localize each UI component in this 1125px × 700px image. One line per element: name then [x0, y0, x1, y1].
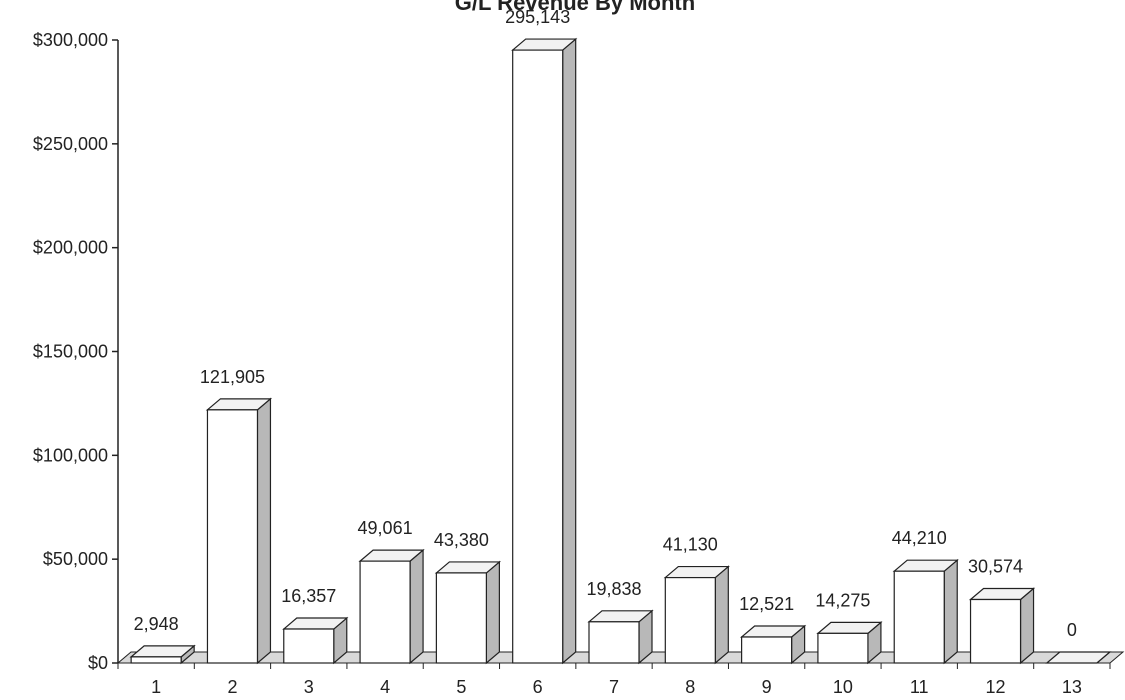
bar-side	[1019, 587, 1035, 665]
bar	[205, 397, 273, 665]
y-tick-label: $150,000	[33, 342, 108, 362]
x-tick-label: 10	[833, 677, 853, 697]
x-tick-label: 12	[986, 677, 1006, 697]
data-label: 16,357	[281, 586, 336, 606]
bar	[511, 37, 578, 665]
bar	[816, 621, 883, 665]
bar	[358, 548, 425, 665]
bar	[129, 644, 196, 665]
bar-front	[435, 572, 487, 664]
x-tick-label: 11	[910, 677, 929, 697]
bar-front	[588, 621, 640, 664]
x-tick-label: 13	[1062, 677, 1082, 697]
bar-front	[359, 560, 411, 664]
bar-front	[130, 656, 182, 664]
bar-side	[409, 548, 424, 665]
bar-front	[817, 632, 869, 664]
bar-top	[1045, 651, 1112, 664]
bar	[434, 560, 502, 665]
data-label: 14,275	[815, 590, 870, 610]
x-tick-label: 2	[227, 677, 237, 697]
x-tick-label: 5	[456, 677, 466, 697]
bar-front	[893, 570, 945, 664]
bar	[968, 587, 1036, 665]
bar-front	[512, 49, 564, 664]
data-label: 41,130	[663, 535, 718, 555]
bar	[892, 558, 959, 665]
x-tick-label: 9	[762, 677, 772, 697]
data-labels: 1 2,948 2 121,905 3 16,357 4 49,061 5 43,380 6 295,…	[134, 7, 1082, 697]
bar-side	[714, 565, 729, 665]
chart-title: G/L Revenue By Month	[455, 0, 695, 15]
bar	[1045, 651, 1112, 664]
data-label: 49,061	[358, 518, 413, 538]
bar-side	[485, 560, 500, 665]
data-label: 30,574	[968, 557, 1023, 577]
x-tick-label: 6	[533, 677, 543, 697]
axes: $0 $50,000 $100,000 $150,000 $200,000 $250,00…	[33, 30, 1125, 673]
x-tick-label: 1	[151, 677, 161, 697]
bar-side	[943, 558, 958, 665]
bar	[587, 609, 654, 665]
y-tick-label: $50,000	[43, 549, 108, 569]
x-tick-label: 4	[380, 677, 390, 697]
bars	[129, 37, 1112, 665]
data-label: 43,380	[434, 530, 489, 550]
bar-side	[562, 37, 577, 665]
bar-front	[969, 598, 1022, 664]
y-tick-label: $300,000	[33, 30, 108, 50]
x-tick-label: 7	[609, 677, 619, 697]
bar-front	[664, 576, 716, 664]
bar	[282, 616, 349, 665]
bar	[663, 565, 730, 665]
bar-front	[283, 628, 335, 664]
bar-front	[206, 409, 259, 664]
data-label: 121,905	[200, 367, 265, 387]
bar-side	[256, 397, 272, 665]
data-label: 12,521	[739, 594, 794, 614]
x-tick-label: 8	[685, 677, 695, 697]
data-label: 295,143	[505, 7, 570, 27]
y-tick-label: $100,000	[33, 445, 108, 465]
y-tick-label: $200,000	[33, 238, 108, 258]
bar	[739, 624, 807, 665]
x-tick-label: 3	[304, 677, 314, 697]
data-label: 2,948	[134, 614, 179, 634]
data-label: 0	[1067, 620, 1077, 640]
y-tick-label: $250,000	[33, 134, 108, 154]
data-label: 44,210	[892, 528, 947, 548]
bar-front	[741, 636, 793, 664]
y-tick-label: $0	[88, 653, 108, 673]
data-label: 19,838	[586, 579, 641, 599]
